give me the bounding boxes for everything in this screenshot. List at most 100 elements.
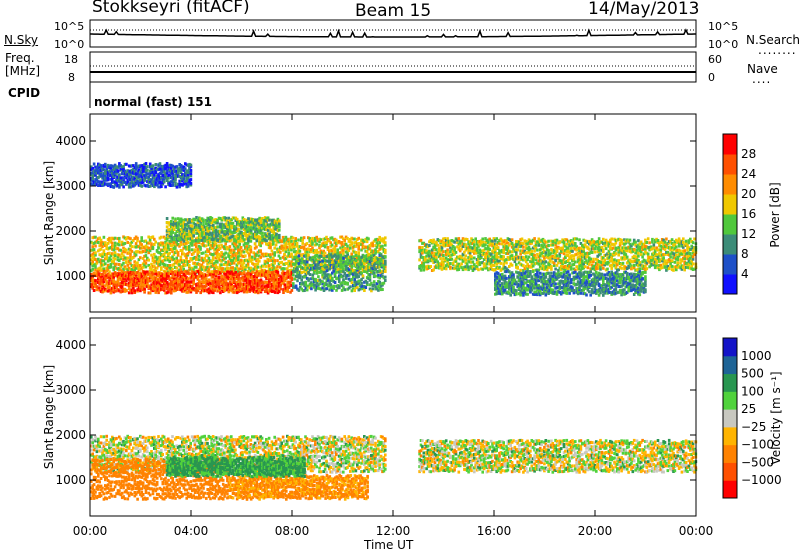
- echo-cell: [132, 239, 135, 242]
- echo-cell: [620, 266, 623, 270]
- echo-cell: [210, 260, 213, 263]
- echo-cell: [574, 260, 577, 264]
- echo-cell: [294, 267, 298, 271]
- echo-cell: [354, 244, 358, 248]
- echo-cell: [199, 284, 202, 288]
- echo-cell: [283, 286, 287, 290]
- echo-cell: [645, 245, 649, 249]
- echo-cell: [346, 244, 349, 248]
- echo-cell: [595, 244, 598, 248]
- echo-cell: [203, 225, 207, 229]
- echo-cell: [248, 217, 252, 221]
- echo-cell: [488, 261, 491, 265]
- echo-cell: [588, 247, 591, 251]
- echo-cell: [278, 222, 281, 226]
- echo-cell: [519, 256, 522, 260]
- echo-cell: [623, 242, 626, 246]
- echo-cell: [127, 251, 131, 255]
- echo-cell: [433, 265, 437, 269]
- echo-cell: [234, 270, 238, 274]
- echo-cell: [113, 247, 117, 251]
- echo-cell: [649, 258, 653, 262]
- echo-cell: [247, 224, 250, 228]
- echo-cell: [545, 268, 549, 272]
- echo-cell: [309, 238, 313, 242]
- echo-cell: [248, 272, 252, 276]
- echo-cell: [361, 274, 365, 278]
- echo-cell: [312, 283, 316, 287]
- echo-cell: [118, 266, 121, 270]
- echo-cell: [162, 284, 166, 288]
- echo-cell: [336, 284, 340, 288]
- echo-cell: [202, 218, 205, 222]
- echo-cell: [217, 285, 221, 289]
- echo-cell: [519, 268, 522, 272]
- echo-cell: [332, 254, 335, 258]
- echo-cell: [181, 224, 184, 228]
- echo-cell: [283, 276, 287, 280]
- echo-cell: [92, 273, 96, 277]
- echo-cell: [241, 267, 244, 271]
- echo-cell: [276, 225, 280, 229]
- echo-cell: [603, 254, 606, 257]
- echo-cell: [186, 252, 190, 256]
- echo-cell: [485, 266, 489, 270]
- echo-cell: [168, 239, 172, 243]
- echo-cell: [453, 259, 456, 263]
- echo-cell: [506, 237, 510, 241]
- echo-cell: [276, 291, 280, 295]
- echo-cell: [192, 251, 195, 255]
- echo-cell: [502, 248, 505, 252]
- echo-cell: [175, 261, 178, 265]
- echo-cell: [200, 280, 204, 284]
- echo-cell: [248, 235, 252, 239]
- echo-cell: [599, 267, 602, 271]
- echo-cell: [221, 252, 225, 256]
- echo-cell: [200, 272, 204, 276]
- echo-cell: [335, 244, 338, 248]
- echo-cell: [221, 280, 225, 284]
- echo-cell: [364, 238, 367, 241]
- echo-cell: [461, 242, 465, 246]
- echo-cell: [129, 241, 132, 245]
- echo-cell: [645, 241, 649, 244]
- echo-cell: [105, 243, 108, 247]
- echo-cell: [189, 257, 192, 261]
- echo-cell: [186, 224, 190, 228]
- echo-cell: [262, 235, 266, 239]
- echo-cell: [170, 220, 173, 223]
- echo-cell: [442, 266, 445, 270]
- echo-cell: [446, 251, 449, 255]
- echo-cell: [597, 263, 601, 267]
- echo-cell: [246, 269, 250, 273]
- echo-cell: [153, 237, 156, 241]
- echo-cell: [262, 285, 266, 289]
- echo-cell: [219, 225, 222, 229]
- echo-cell: [439, 266, 442, 269]
- echo-cell: [209, 221, 212, 224]
- echo-cell: [534, 268, 538, 272]
- echo-cell: [247, 223, 250, 226]
- echo-cell: [470, 255, 473, 259]
- echo-cell: [224, 233, 228, 237]
- echo-cell: [251, 218, 254, 221]
- echo-cell: [522, 258, 525, 262]
- echo-cell: [324, 263, 327, 267]
- echo-cell: [220, 259, 223, 263]
- echo-cell: [498, 265, 501, 269]
- echo-cell: [233, 285, 236, 289]
- echo-cell: [458, 254, 462, 258]
- echo-cell: [101, 290, 104, 294]
- echo-cell: [304, 266, 308, 270]
- echo-cell: [586, 240, 590, 244]
- echo-cell: [118, 248, 121, 252]
- echo-cell: [312, 277, 316, 281]
- echo-cell: [165, 275, 169, 279]
- echo-cell: [526, 267, 529, 271]
- echo-cell: [283, 272, 287, 275]
- echo-cell: [165, 225, 169, 229]
- echo-cell: [561, 262, 564, 265]
- echo-cell: [212, 291, 215, 295]
- echo-cell: [515, 240, 518, 243]
- echo-cell: [324, 275, 327, 279]
